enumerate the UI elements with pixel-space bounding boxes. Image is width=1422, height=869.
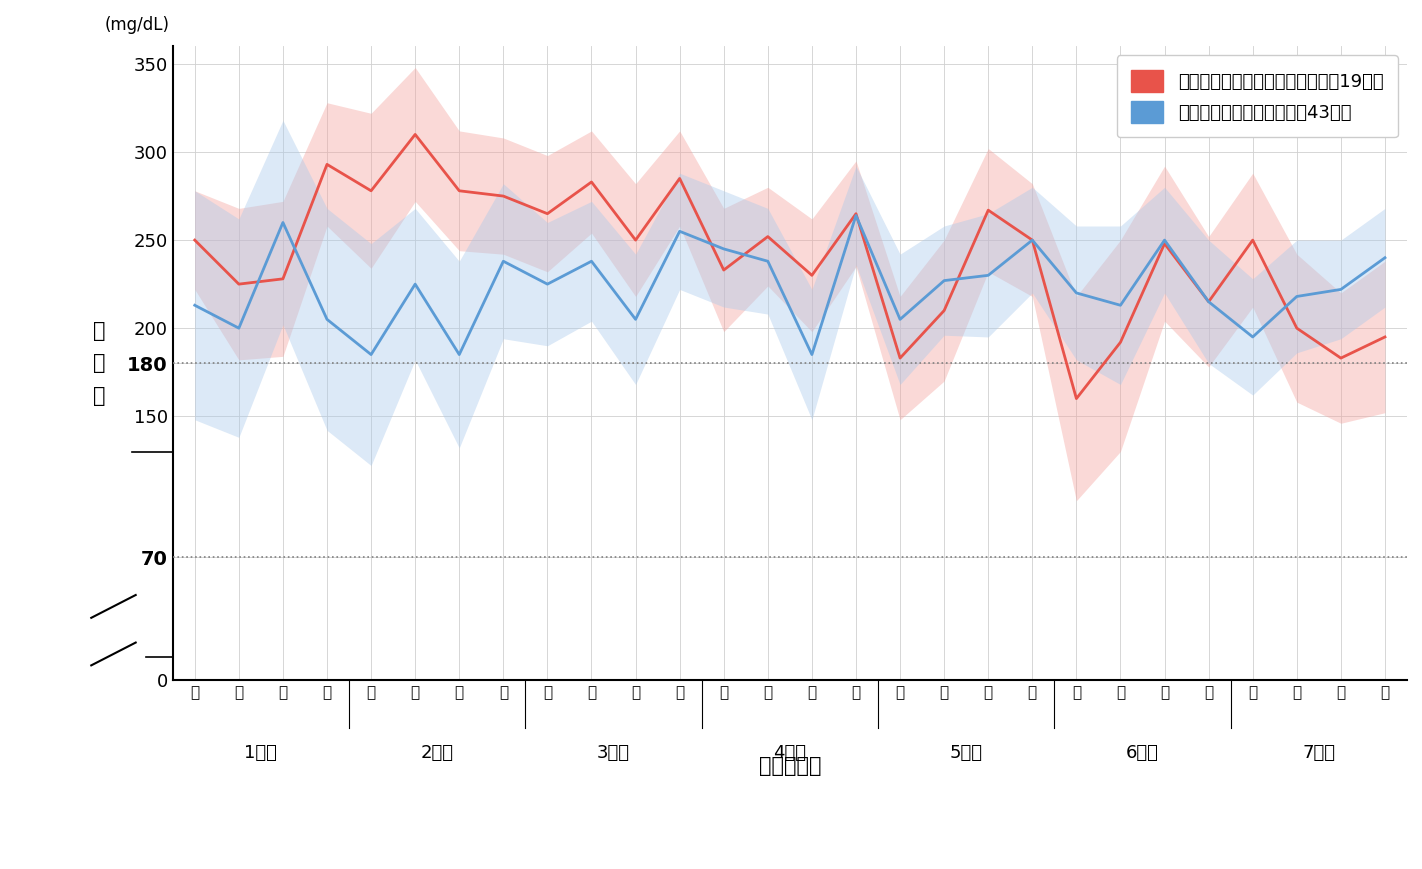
Text: 1日目: 1日目 <box>245 744 277 762</box>
Line: 2 pts: 2 pts <box>91 642 135 666</box>
Line: 2 pts: 2 pts <box>87 652 141 656</box>
Legend: 新たに糖尿病と診断された患者（19人）, 糖尿病の既往がある患者（43人）: 新たに糖尿病と診断された患者（19人）, 糖尿病の既往がある患者（43人） <box>1116 56 1398 137</box>
Point <box>185 675 202 686</box>
Text: 4日目: 4日目 <box>774 744 806 762</box>
Text: 2日目: 2日目 <box>421 744 454 762</box>
Point <box>183 675 201 686</box>
Text: 5日目: 5日目 <box>950 744 983 762</box>
Text: 3日目: 3日目 <box>597 744 630 762</box>
Text: (mg/dL): (mg/dL) <box>105 16 169 34</box>
Point <box>185 675 202 686</box>
Point <box>183 675 201 686</box>
Point <box>183 675 201 686</box>
Text: 6日目: 6日目 <box>1126 744 1159 762</box>
Point <box>185 675 202 686</box>
Point <box>183 675 201 686</box>
Point <box>185 675 202 686</box>
Text: 7日目: 7日目 <box>1303 744 1335 762</box>
X-axis label: 入院後日数: 入院後日数 <box>758 756 820 776</box>
Line: 2 pts: 2 pts <box>87 604 141 608</box>
Line: 2 pts: 2 pts <box>91 595 135 618</box>
Y-axis label: 血
糖
値: 血 糖 値 <box>94 321 105 406</box>
